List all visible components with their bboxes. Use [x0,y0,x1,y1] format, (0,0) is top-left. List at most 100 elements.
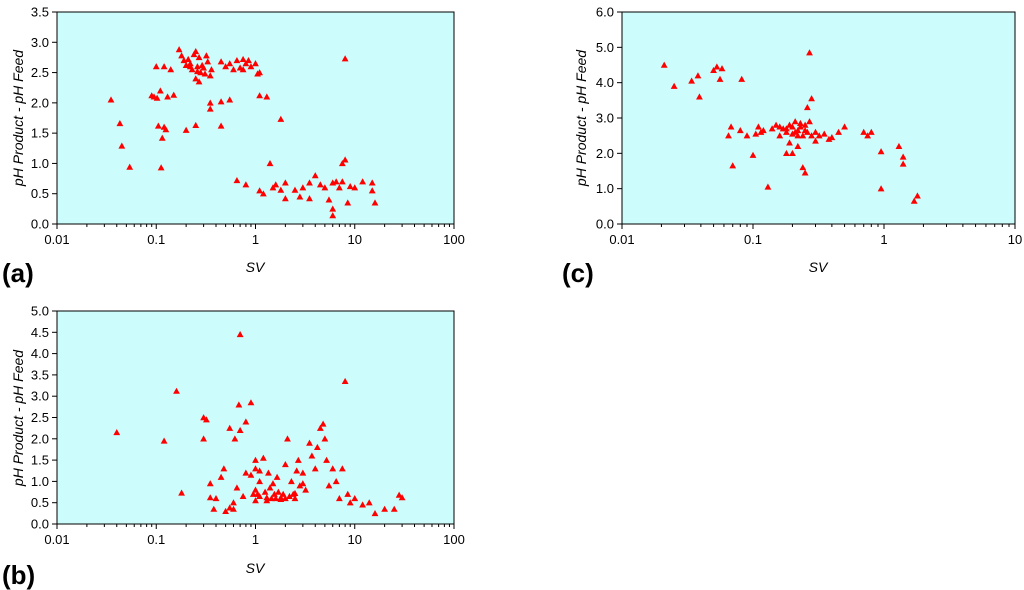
data-point [344,490,352,497]
data-point [825,135,833,142]
data-point [329,205,337,212]
data-point [335,184,343,191]
x-tick-label: 1 [880,232,887,247]
data-point [266,160,274,167]
data-point [226,424,234,431]
data-point [259,190,267,197]
data-point [230,499,237,506]
data-point [789,149,796,157]
x-tick-label: 0.1 [147,532,165,547]
data-point [335,495,343,502]
data-point [710,66,717,74]
data-point [247,471,255,478]
data-point [252,456,259,463]
data-point [910,197,918,204]
data-point [808,132,815,139]
data-point [319,420,327,427]
data-point [338,178,346,185]
data-point [252,60,259,67]
y-tick-label: 1.0 [31,474,49,489]
y-tick-label: 0.5 [31,186,49,201]
data-point [729,162,737,169]
y-tick-label: 6.0 [596,5,614,20]
data-point [296,193,304,200]
x-tick-label: 1 [252,532,259,547]
y-tick-label: 2.0 [31,95,49,110]
data-point [696,93,703,100]
data-point [281,179,289,186]
data-point [743,132,751,139]
data-point [157,164,165,171]
data-point [236,426,244,433]
data-point [660,61,668,68]
data-point [783,149,790,157]
data-point [198,61,206,69]
data-point [200,435,208,442]
data-point [368,187,376,194]
plot-area-a [56,11,455,225]
data-point [210,505,218,512]
data-point [217,58,225,65]
data-point [230,66,237,73]
data-point [247,399,255,406]
x-axis-label-b: SV [246,560,266,576]
data-point [291,495,299,502]
data-point [182,126,190,133]
data-point [239,55,247,62]
data-point [877,148,885,155]
data-point [256,187,264,194]
data-point [279,490,287,497]
y-tick-label: 1.5 [31,453,49,468]
data-point [808,95,815,102]
data-point [860,128,868,135]
data-point [764,183,772,190]
data-point [346,499,354,506]
data-point [371,199,379,206]
data-point [235,401,243,408]
data-point [316,181,324,188]
x-tick-label: 100 [443,532,465,547]
y-axis-label-b: pH Product - pH Feed [10,349,26,487]
data-point [286,492,293,500]
data-point [252,497,259,504]
data-point [273,473,281,480]
y-tick-label: 2.0 [31,431,49,446]
data-point [325,196,333,203]
data-point [738,75,746,82]
data-point [323,456,330,463]
data-point [306,439,313,446]
panel-label-a: (a) [2,258,34,288]
y-tick-label: 3.5 [31,367,49,382]
chart-b: 0.01 0.1 1 10 100 0.0 0.5 1.0 1.5 2.0 2.5 3.0 3.5 4.0… [2,304,465,590]
data-point [281,460,289,468]
data-point [247,63,255,70]
data-point [113,429,121,436]
data-point [202,416,210,423]
data-point [222,63,230,70]
data-point [288,478,295,485]
data-point [799,164,807,171]
data-point [725,132,732,139]
data-point [263,93,271,100]
data-point [812,137,819,144]
data-point [311,465,319,472]
data-point [156,87,164,94]
data-point [158,134,166,141]
data-point [321,184,329,191]
x-axis-label-c: SV [809,259,829,275]
data-point [259,454,267,461]
data-point [794,132,802,139]
data-point [230,505,237,512]
y-axis-label-c: pH Product - pH Feed [573,49,589,187]
data-point [242,418,250,425]
data-point [801,126,809,134]
data-point [194,67,201,75]
y-tick-label: 5.0 [31,304,49,319]
data-point [201,70,209,77]
data-point [341,377,349,385]
data-point [217,98,225,105]
data-point [796,119,804,127]
data-point [812,128,819,135]
data-point [789,123,796,130]
